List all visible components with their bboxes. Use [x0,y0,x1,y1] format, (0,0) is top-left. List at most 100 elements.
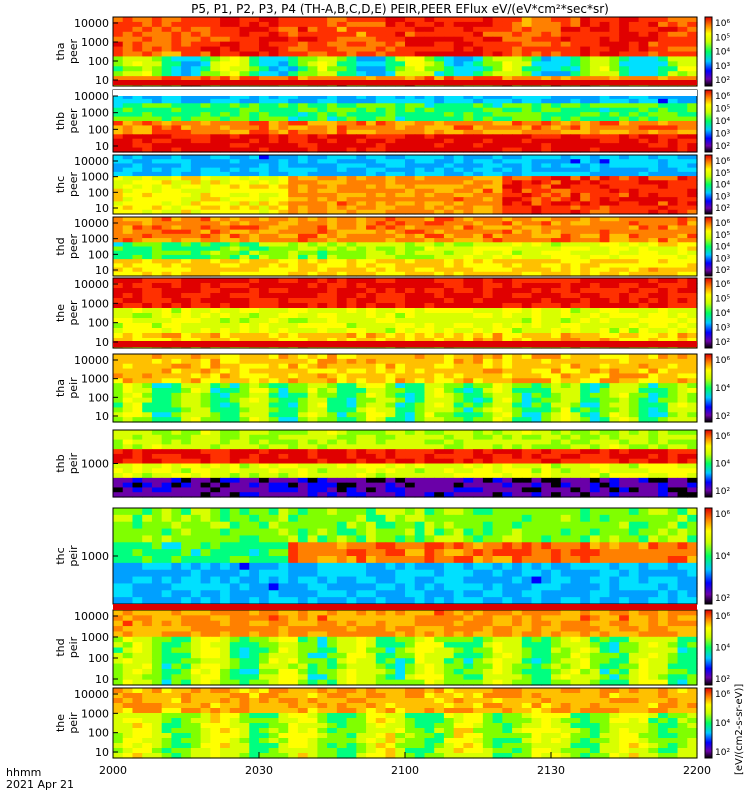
heatmap-cell [648,354,658,359]
heatmap-cell [522,52,532,58]
heatmap-cell [600,328,610,334]
heatmap-cell [405,42,415,48]
heatmap-cell [668,37,678,43]
heatmap-cell [493,303,503,309]
heatmap-cell [600,259,610,264]
heatmap-cell [220,56,230,62]
heatmap-cell [230,242,240,247]
heatmap-cell [278,103,288,108]
heatmap-cell [463,268,473,273]
heatmap-cell [600,176,610,181]
heatmap-cell [648,217,658,222]
heatmap-cell [132,125,142,130]
heatmap-cell [337,383,347,388]
heatmap-cell [687,259,697,264]
heatmap-cell [668,230,678,235]
heatmap-cell [415,225,425,230]
heatmap-cell [210,259,220,264]
heatmap-cell [454,189,464,194]
heatmap-cell [395,333,405,339]
heatmap-cell [181,22,191,28]
heatmap-cell [230,364,240,369]
heatmap-cell [259,373,269,378]
heatmap-cell [249,230,259,235]
heatmap-cell [298,293,308,299]
heatmap-cell [259,37,269,43]
heatmap-cell [356,364,366,369]
heatmap-cell [386,242,396,247]
heatmap-cell [522,206,532,211]
heatmap-cell [463,185,473,190]
heatmap-cell [366,197,376,202]
heatmap-cell [502,242,512,247]
heatmap-cell [123,103,133,108]
heatmap-cell [288,22,298,28]
heatmap-cell [298,354,308,359]
heatmap-cell [191,56,201,62]
heatmap-cell [678,37,688,43]
heatmap-cell [395,313,405,319]
heatmap-cell [609,121,619,126]
heatmap-cell [191,17,201,23]
heatmap-cell [259,143,269,148]
heatmap-cell [629,288,639,294]
heatmap-cell [317,108,327,113]
heatmap-cell [230,27,240,33]
heatmap-cell [512,230,522,235]
heatmap-cell [386,185,396,190]
heatmap-cell [327,378,337,383]
heatmap-cell [424,130,434,135]
heatmap-cell [249,242,259,247]
heatmap-cell [123,163,133,168]
heatmap-cell [376,56,386,62]
heatmap-cell [240,364,250,369]
heatmap-cell [473,288,483,294]
heatmap-cell [386,176,396,181]
heatmap-cell [386,230,396,235]
heatmap-cell [668,364,678,369]
heatmap-cell [308,134,318,139]
heatmap-cell [570,283,580,289]
heatmap-cell [152,323,162,329]
heatmap-cell [668,225,678,230]
heatmap-cell [668,17,678,23]
heatmap-cell [327,130,337,135]
heatmap-cell [493,398,503,403]
heatmap-cell [678,318,688,324]
heatmap-cell [142,201,152,206]
heatmap-cell [366,398,376,403]
heatmap-cell [337,163,347,168]
heatmap-cell [337,298,347,304]
colorbar-tick-label: 10² [715,142,730,152]
heatmap-cell [288,108,298,113]
heatmap-cell [405,298,415,304]
heatmap-cell [249,238,259,243]
heatmap-cell [668,52,678,58]
heatmap-cell [609,155,619,160]
heatmap-cell [230,61,240,67]
heatmap-cell [249,313,259,319]
heatmap-cell [512,47,522,53]
heatmap-cell [532,125,542,130]
heatmap-cell [395,255,405,260]
heatmap-cell [619,163,629,168]
heatmap-cell [386,247,396,252]
heatmap-cell [609,373,619,378]
heatmap-cell [609,313,619,319]
heatmap-cell [600,373,610,378]
heatmap-cell [220,251,230,256]
heatmap-cell [415,139,425,144]
heatmap-cell [337,388,347,393]
heatmap-cell [152,22,162,28]
heatmap-cell [532,27,542,33]
heatmap-cell [541,388,551,393]
heatmap-cell [580,333,590,339]
heatmap-cell [600,56,610,62]
heatmap-cell [376,364,386,369]
heatmap-cell [220,159,230,164]
heatmap-cell [308,369,318,374]
heatmap-cell [551,230,561,235]
heatmap-cell [230,17,240,23]
heatmap-cell [629,333,639,339]
heatmap-cell [113,247,123,252]
